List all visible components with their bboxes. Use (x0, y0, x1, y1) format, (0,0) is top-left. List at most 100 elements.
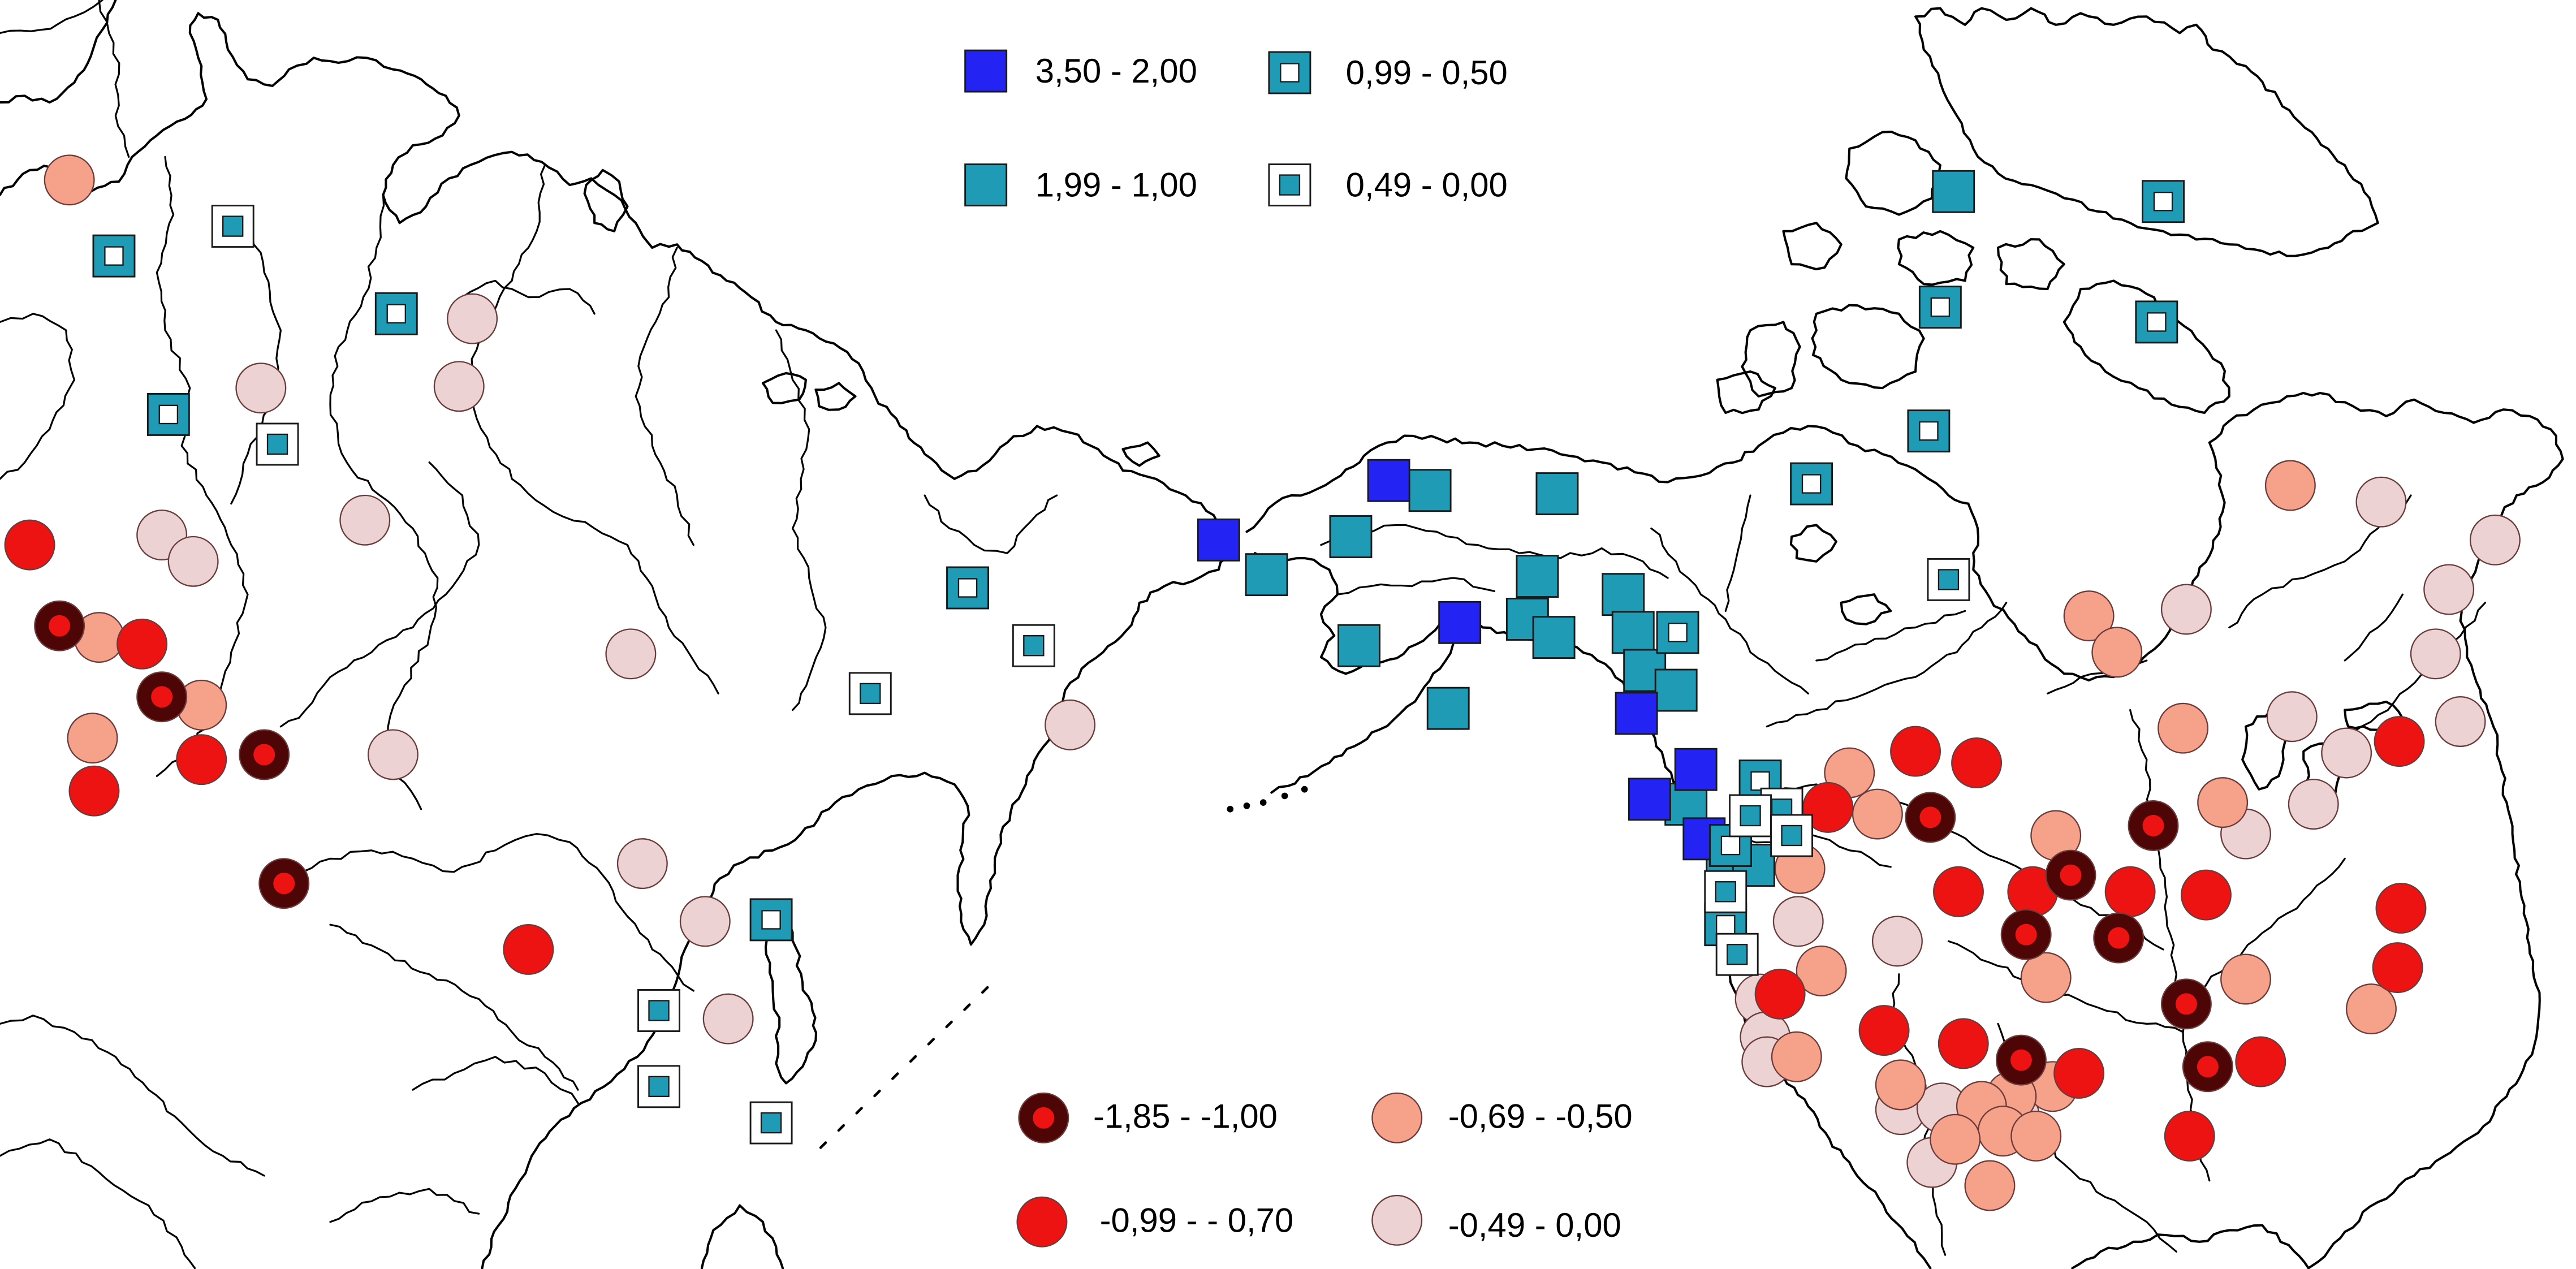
marker-square (1932, 170, 1975, 213)
marker-circle (616, 838, 668, 890)
river (230, 214, 282, 505)
kuril-island (981, 986, 989, 994)
river (156, 156, 249, 777)
site-circle-marker (167, 536, 219, 587)
marker-circle (4, 519, 55, 571)
site-circle-marker (1852, 788, 1903, 840)
site-circle-marker (176, 734, 227, 785)
aleutian-island (1301, 785, 1308, 793)
marker-circle (1964, 1160, 2016, 1211)
site-circle-marker (2104, 866, 2156, 917)
site-circle-marker (136, 671, 188, 723)
eurasia-arctic-coast (0, 12, 1237, 538)
marker-square (1654, 668, 1698, 712)
marker-center (253, 744, 275, 766)
marker-square (1329, 515, 1373, 558)
site-circle-marker (2321, 727, 2372, 779)
marker-center (2108, 927, 2130, 949)
marker-center (386, 304, 406, 324)
marker-center (1727, 944, 1748, 965)
site-circle-marker (67, 713, 118, 764)
marker-square (1907, 409, 1951, 453)
river (464, 164, 719, 694)
marker-circle (2469, 514, 2521, 566)
legend-swatch-square (964, 163, 1008, 207)
marker-circle (1796, 945, 1847, 996)
site-circle-marker (679, 896, 731, 947)
marker-circle (167, 536, 219, 587)
site-circle-marker (2264, 460, 2316, 511)
site-circle-marker (4, 519, 55, 571)
gulf-coast (2071, 1224, 2310, 1269)
marker-circle (2220, 953, 2271, 1005)
marker-circle (339, 494, 391, 546)
site-circle-marker (1754, 968, 1806, 1020)
site-circle-marker (702, 993, 754, 1044)
site-square-marker (1611, 611, 1655, 654)
site-square-marker (1329, 515, 1373, 558)
site-square-marker (1438, 601, 1482, 644)
site-circle-marker (68, 765, 120, 817)
site-circle-marker (2182, 1041, 2233, 1093)
river (1650, 527, 1809, 694)
river (329, 193, 439, 810)
marker-circle (67, 713, 118, 764)
marker-circle (1875, 1059, 1926, 1111)
marker-center (1930, 297, 1951, 317)
kuril-island (837, 1124, 845, 1132)
site-circle-marker (2266, 691, 2318, 743)
marker-center (1919, 421, 1939, 441)
site-circle-marker (1995, 1034, 2047, 1086)
site-square-marker (637, 989, 680, 1032)
legend-swatch-circle (1016, 1196, 1068, 1248)
marker-circle (176, 734, 227, 785)
marker-circle (2053, 1047, 2105, 1099)
arctic-island (1782, 222, 1843, 271)
kuril-island (819, 1141, 827, 1149)
site-circle-marker (2423, 564, 2475, 615)
site-circle-marker (2053, 1047, 2105, 1099)
arctic-island (761, 372, 807, 404)
marker-square (1602, 573, 1645, 616)
legend-swatch-square (1268, 163, 1311, 207)
marker-circle (2372, 942, 2423, 994)
river (0, 1015, 265, 1177)
site-square-marker (1628, 778, 1671, 821)
marker-center (2010, 1049, 2032, 1071)
banks-island (1741, 321, 1801, 398)
marker-center (266, 433, 288, 455)
site-square-marker (211, 205, 254, 248)
marker-center (761, 910, 781, 930)
marker-square (2142, 180, 2185, 223)
site-square-marker (1367, 459, 1410, 502)
marker-center (273, 873, 295, 895)
site-square-marker (1426, 687, 1470, 730)
marker-circle (2197, 777, 2249, 828)
river (1724, 494, 1751, 612)
circle-site-markers (4, 154, 2521, 1211)
marker-square (1245, 553, 1288, 597)
marker-center (1938, 569, 1960, 590)
legend-circle-symbol (1018, 1092, 1069, 1143)
site-circle-marker (1933, 866, 1984, 917)
victoria-island (1811, 304, 1925, 390)
marker-square (1367, 459, 1410, 502)
greenland-coast (1914, 7, 2379, 257)
marker-center (1279, 174, 1301, 196)
site-circle-marker (2435, 696, 2486, 747)
marker-square (1674, 748, 1718, 791)
site-square-marker (1907, 409, 1951, 453)
river (1336, 577, 1496, 595)
marker-circle (2375, 883, 2427, 934)
marker-circle (2020, 952, 2072, 1003)
site-circle-marker (2063, 590, 2115, 642)
marker-center (860, 683, 881, 705)
marker-circle (2063, 590, 2115, 642)
kuril-island (945, 1020, 953, 1029)
kuril-island (873, 1089, 881, 1098)
site-square-marker (1337, 624, 1381, 667)
marker-center (104, 246, 124, 266)
site-circle-marker (1938, 1018, 1989, 1069)
site-circle-marker (34, 600, 85, 651)
site-square-marker (92, 234, 136, 278)
